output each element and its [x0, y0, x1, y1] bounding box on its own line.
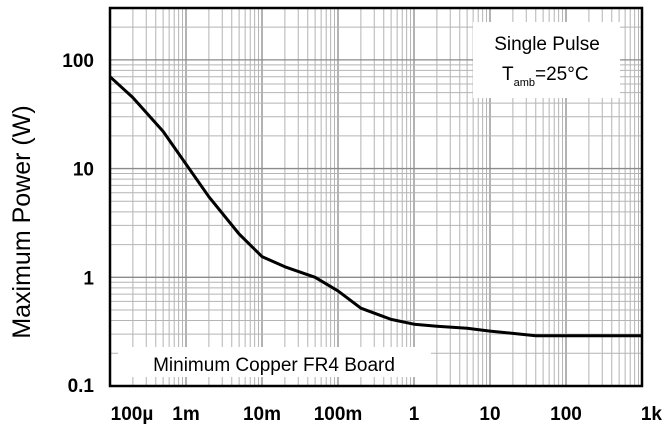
x-tick-label: 100m	[314, 404, 363, 425]
annotation-board: Minimum Copper FR4 Board	[153, 355, 395, 376]
series-line-max-power	[108, 75, 642, 338]
x-tick-label: 1m	[172, 404, 199, 425]
y-tick-label: 10	[73, 160, 94, 181]
annotation-single-pulse: Single Pulse	[494, 34, 600, 55]
x-tick-label: 100µ	[111, 404, 154, 425]
y-tick-label: 100	[62, 51, 94, 72]
y-tick-labels: 0.1 1 10 100	[62, 51, 94, 397]
x-tick-label: 10m	[243, 404, 281, 425]
plot-frame	[108, 6, 644, 388]
x-tick-label: 100	[550, 404, 582, 425]
y-tick-label: 1	[83, 268, 94, 289]
annotation-box-board	[118, 347, 431, 377]
x-tick-label: 1k	[641, 404, 663, 425]
x-tick-label: 10	[479, 404, 500, 425]
y-tick-label: 0.1	[68, 376, 95, 397]
x-tick-label: 1	[409, 404, 420, 425]
y-axis-label: Maximum Power (W)	[8, 105, 36, 338]
annotation-box-conditions	[473, 22, 620, 98]
grid	[109, 7, 642, 387]
annotation-temperature: Tamb=25°C	[502, 64, 589, 89]
x-tick-labels: 100µ 1m 10m 100m 1 10 100 1k	[111, 404, 663, 425]
